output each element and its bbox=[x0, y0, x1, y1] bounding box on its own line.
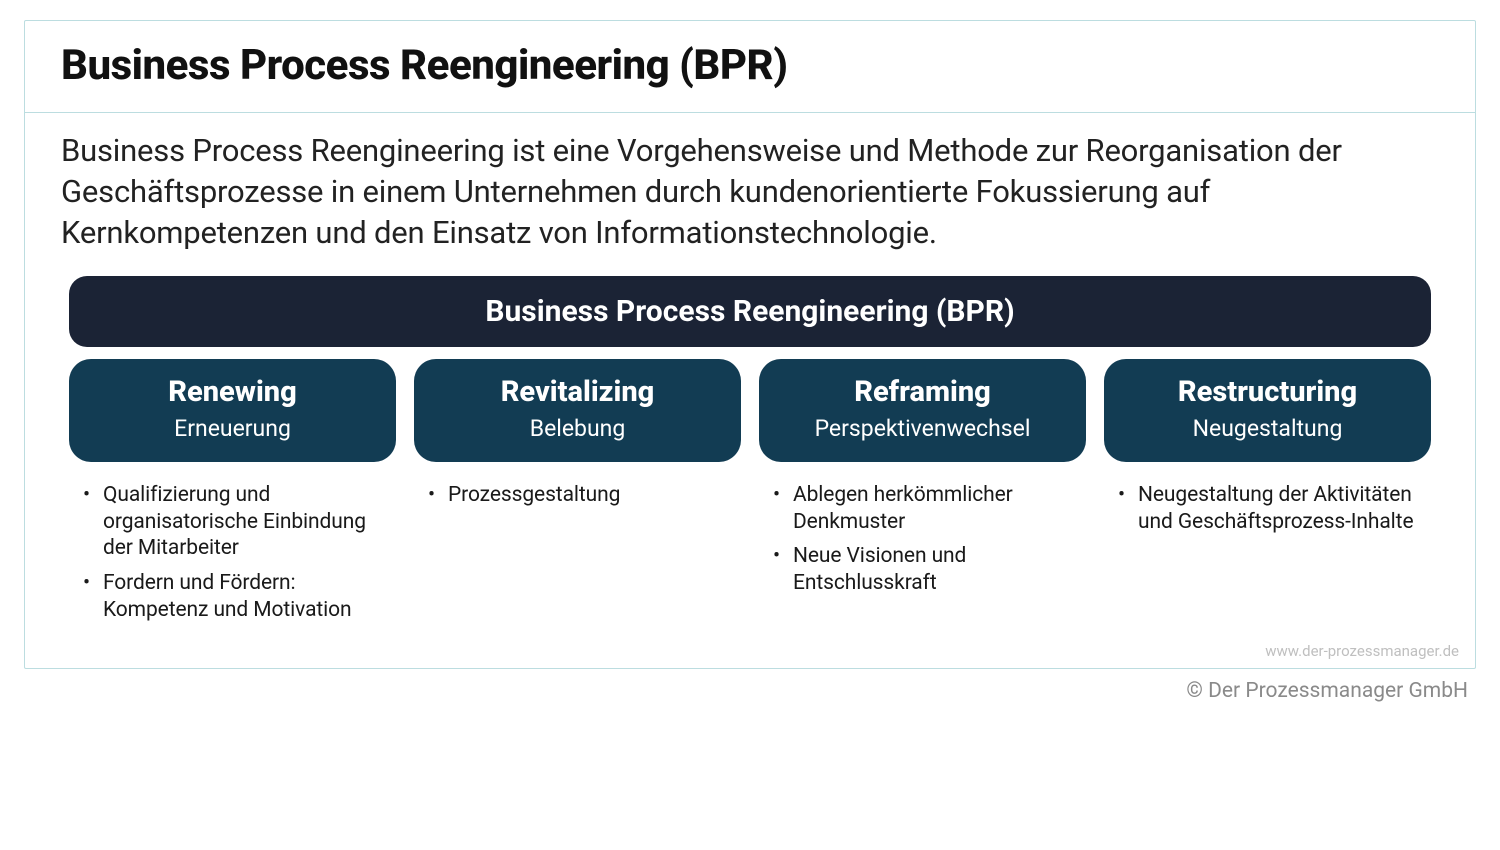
pillar: Reframing Perspektivenwechsel Ablegen herk… bbox=[759, 359, 1086, 632]
pillar: Renewing Erneuerung Qualifizierung und org… bbox=[69, 359, 396, 632]
watermark-text: www.der-prozessmanager.de bbox=[25, 642, 1475, 668]
bullet-item: Fordern und Fördern: Kompetenz und Motiv… bbox=[73, 570, 392, 624]
diagram-banner-label: Business Process Reengineering (BPR) bbox=[485, 294, 1014, 329]
pillar-bullets: Neugestaltung der Aktivitäten und Geschä… bbox=[1104, 462, 1431, 536]
bullet-item: Neue Visionen und Entschlusskraft bbox=[763, 543, 1082, 597]
bullet-item: Ablegen herkömmlicher Denkmuster bbox=[763, 482, 1082, 536]
pillar-title-en: Renewing bbox=[79, 375, 386, 409]
pillar-title-en: Restructuring bbox=[1114, 375, 1421, 409]
pillar-title-de: Neugestaltung bbox=[1114, 415, 1421, 442]
pillar-head: Revitalizing Belebung bbox=[414, 359, 741, 462]
bullet-item: Prozessgestaltung bbox=[418, 482, 737, 509]
pillar-title-en: Revitalizing bbox=[424, 375, 731, 409]
pillar: Restructuring Neugestaltung Neugestaltung … bbox=[1104, 359, 1431, 632]
pillar-head: Renewing Erneuerung bbox=[69, 359, 396, 462]
bullet-item: Neugestaltung der Aktivitäten und Geschä… bbox=[1108, 482, 1427, 536]
title-section: Business Process Reengineering (BPR) bbox=[25, 21, 1475, 113]
diagram-banner: Business Process Reengineering (BPR) bbox=[69, 276, 1431, 347]
pillar-title-de: Erneuerung bbox=[79, 415, 386, 442]
pillar-title-en: Reframing bbox=[769, 375, 1076, 409]
copyright-text: © Der Prozessmanager GmbH bbox=[24, 669, 1476, 703]
description-text: Business Process Reengineering ist eine … bbox=[61, 131, 1439, 254]
pillar-title-de: Belebung bbox=[424, 415, 731, 442]
pillar: Revitalizing Belebung Prozessgestaltung bbox=[414, 359, 741, 632]
page-title: Business Process Reengineering (BPR) bbox=[61, 41, 1439, 90]
pillar-bullets: Prozessgestaltung bbox=[414, 462, 741, 509]
bpr-diagram: Business Process Reengineering (BPR) Ren… bbox=[25, 262, 1475, 642]
bullet-item: Qualifizierung und organisatorische Einb… bbox=[73, 482, 392, 563]
pillar-bullets: Ablegen herkömmlicher Denkmuster Neue Vis… bbox=[759, 462, 1086, 598]
pillar-title-de: Perspektivenwechsel bbox=[769, 415, 1076, 442]
description-section: Business Process Reengineering ist eine … bbox=[25, 113, 1475, 262]
pillar-head: Reframing Perspektivenwechsel bbox=[759, 359, 1086, 462]
pillar-bullets: Qualifizierung und organisatorische Einb… bbox=[69, 462, 396, 624]
pillar-row: Renewing Erneuerung Qualifizierung und org… bbox=[61, 359, 1439, 632]
slide-frame: Business Process Reengineering (BPR) Bus… bbox=[24, 20, 1476, 669]
pillar-head: Restructuring Neugestaltung bbox=[1104, 359, 1431, 462]
